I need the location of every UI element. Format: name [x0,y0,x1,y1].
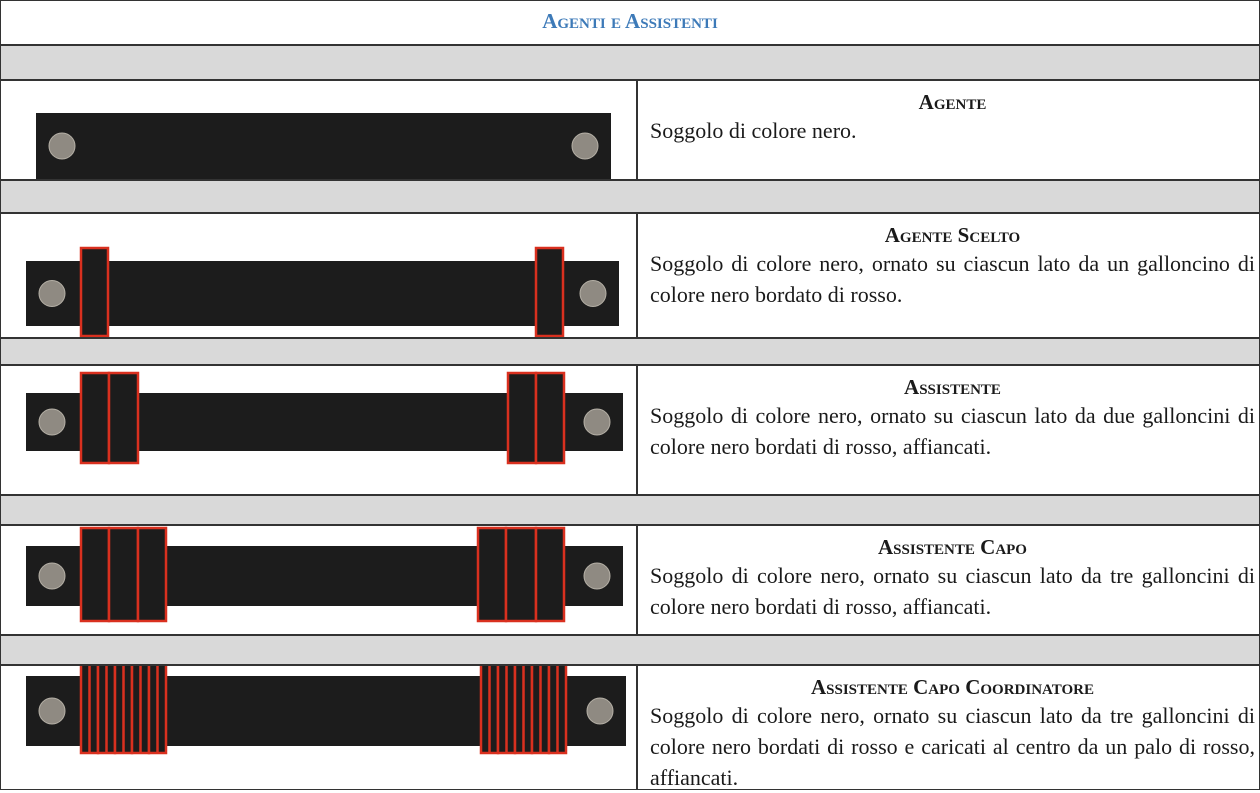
stripe [107,526,140,623]
chin-strap [26,371,623,465]
separator-row [0,180,1260,213]
rank-description: Soggolo di colore nero, ornato su ciascu… [650,403,1255,459]
button [586,697,614,725]
stripe [79,526,111,623]
stripe [107,371,140,465]
button [38,697,66,725]
chin-strap [26,666,626,755]
image-cell [0,80,638,180]
rank-title: Agente Scelto [884,223,1021,247]
separator-row [0,495,1260,525]
button [583,408,611,436]
rank-title: Assistente [904,375,1001,399]
button [48,132,76,160]
text-cell: Assistente Capo Coordinatore Soggolo di c… [636,665,1260,790]
button [579,280,607,307]
rank-description: Soggolo di colore nero. [650,118,857,143]
button [38,408,66,436]
text-cell: Assistente Capo Soggolo di colore nero, o… [636,525,1260,635]
stripe [534,246,565,337]
image-cell [0,365,638,495]
rank-description: Soggolo di colore nero, ornato su ciascu… [650,251,1255,307]
separator-row [0,45,1260,80]
button [38,280,66,307]
image-cell [0,665,638,790]
image-cell [0,525,638,635]
strap [26,261,619,326]
chin-strap [26,246,619,337]
stripe [136,526,168,623]
stripe [534,526,566,623]
stripe [534,371,566,465]
text-cell: Agente Scelto Soggolo di colore nero, orn… [636,213,1260,338]
stripe [79,246,110,337]
stripe [504,526,538,623]
text-cell: Agente Soggolo di colore nero. [636,80,1260,180]
rank-title: Agente [918,90,987,114]
button [38,562,66,590]
chin-strap [26,526,623,623]
button [571,132,599,160]
separator-row [0,338,1260,365]
chin-strap [36,113,611,179]
separator-row [0,635,1260,665]
text-cell: Assistente Soggolo di colore nero, ornato… [636,365,1260,495]
rank-description: Soggolo di colore nero, ornato su ciascu… [650,703,1255,790]
rank-title: Assistente Capo [878,535,1027,559]
stripe [476,526,508,623]
rank-title: Assistente Capo Coordinatore [810,675,1094,699]
table-header: Agenti e Assistenti [0,0,1260,45]
button [583,562,611,590]
stripe [506,371,538,465]
rank-description: Soggolo di colore nero, ornato su ciascu… [650,563,1255,619]
strap [36,113,611,179]
image-cell [0,213,638,338]
stripe [79,371,111,465]
